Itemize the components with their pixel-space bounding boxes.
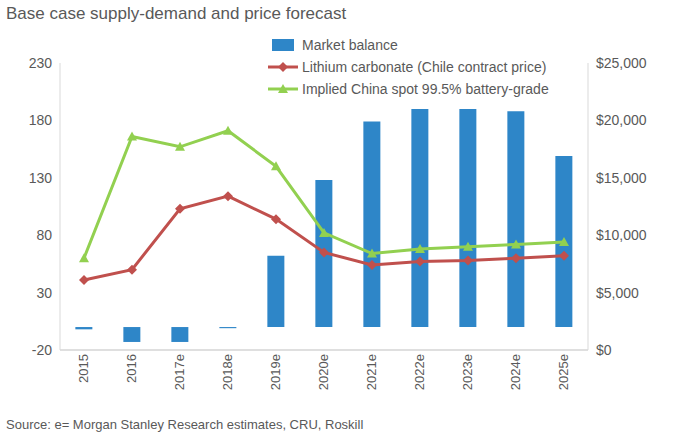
svg-text:2018e: 2018e (220, 354, 235, 390)
svg-text:80: 80 (36, 227, 52, 243)
svg-text:30: 30 (36, 285, 52, 301)
svg-text:2019e: 2019e (268, 354, 283, 390)
svg-text:2015: 2015 (76, 354, 91, 383)
svg-text:230: 230 (29, 55, 53, 71)
svg-text:$20,000: $20,000 (596, 112, 647, 128)
svg-text:2021e: 2021e (364, 354, 379, 390)
svg-text:2024e: 2024e (508, 354, 523, 390)
svg-text:2017e: 2017e (172, 354, 187, 390)
svg-text:2022e: 2022e (412, 354, 427, 390)
svg-text:$5,000: $5,000 (596, 285, 639, 301)
svg-text:$15,000: $15,000 (596, 170, 647, 186)
svg-text:2025e: 2025e (556, 354, 571, 390)
html-text:Source: e= Morgan Stanley Rese: Source: e= Morgan Stanley Research estim… (6, 417, 364, 432)
svg-text:2023e: 2023e (460, 354, 475, 390)
svg-text:$25,000: $25,000 (596, 55, 647, 71)
svg-text:180: 180 (29, 112, 53, 128)
svg-text:$10,000: $10,000 (596, 227, 647, 243)
html-text:Market balance: Market balance (302, 37, 398, 53)
html-text:Lithium carbonate (Chile contr: Lithium carbonate (Chile contract price) (302, 59, 547, 75)
svg-text:-20: -20 (32, 342, 52, 358)
svg-text:2020e: 2020e (316, 354, 331, 390)
svg-text:130: 130 (29, 170, 53, 186)
svg-text:$0: $0 (596, 342, 612, 358)
html-text:Base case supply-demand and pr: Base case supply-demand and price foreca… (6, 4, 347, 23)
html-text:Implied China spot 99.5% batte: Implied China spot 99.5% battery-grade (302, 81, 549, 97)
svg-text:2016: 2016 (124, 354, 139, 383)
